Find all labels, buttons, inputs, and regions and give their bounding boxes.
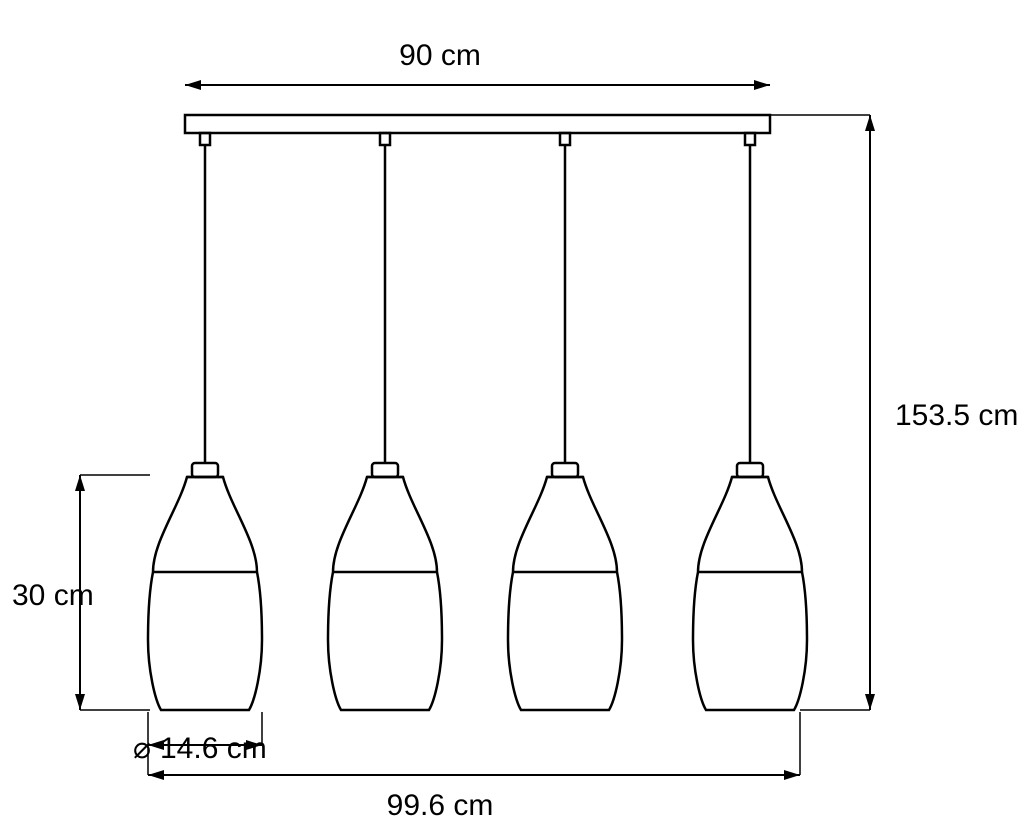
ceiling-bar [185,115,770,133]
dimension-label: 153.5 cm [895,399,1018,432]
dimension-label: 30 cm [12,579,94,612]
dimension-label: 99.6 cm [387,789,494,822]
dimension-label: 90 cm [399,39,481,72]
dimension-diagram: 90 cm99.6 cm153.5 cm30 cm⌀14.6 cm [0,0,1020,840]
lamp-shade [693,477,807,710]
lamp-shade [328,477,442,710]
lamp-shade [508,477,622,710]
lamp-shade [148,477,262,710]
dimension-label: 14.6 cm [160,732,267,765]
